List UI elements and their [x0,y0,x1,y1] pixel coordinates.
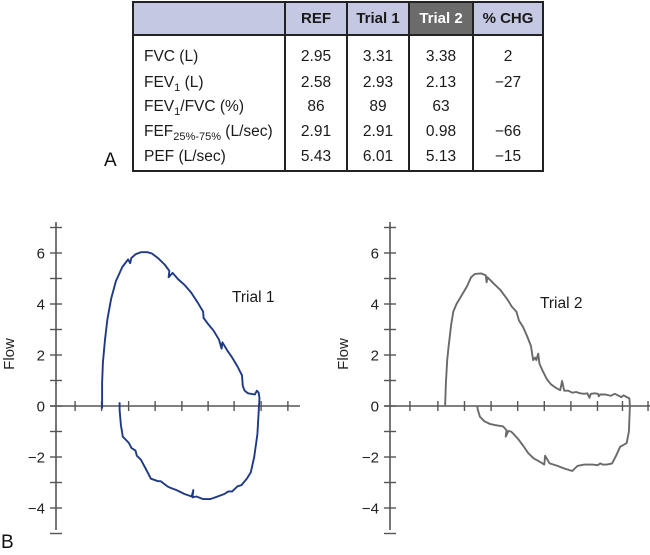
row-label-main: FEF [144,123,174,141]
header-trial-1: Trial 1 [346,3,409,36]
trial-1-value: 89 [346,95,409,121]
header-ref: REF [284,3,347,36]
panel-b-label: B [1,532,14,553]
row-label-subscript: 25%-75% [173,131,221,144]
spirometry-table: REF Trial 1 Trial 2 % CHG FVC (L) 2.95 3.3… [132,1,544,172]
table-row: FEV1 (L) 2.58 2.93 2.13 −27 [134,70,542,96]
trial-1-value: 6.01 [346,145,409,170]
row-label-main: FEV [144,73,175,91]
trial-1-y-tick-label: −4 [28,501,45,518]
table-row: FEV1/FVC (%) 86 89 63 [134,95,542,121]
trial-2-value: 5.13 [408,145,473,170]
table-row: FEF25%-75% (L/sec) 2.91 2.91 0.98 −66 [134,120,542,146]
pct-change-value: −27 [472,70,542,96]
pct-change-value: 2 [472,35,542,71]
trial-2-y-axis-title: Flow [335,338,352,370]
header-pct-change: % CHG [472,3,542,36]
pct-change-value [472,95,542,121]
trial-2-y-tick-label: −2 [362,450,379,467]
row-label: PEF (L/sec) [134,145,285,170]
trial-2-y-tick-label: 2 [371,348,379,365]
trial-1-y-tick-label: 4 [37,297,45,314]
trial-2-series-label: Trial 2 [540,295,583,312]
trial-1-flow-volume-curve [101,251,261,501]
trial-1-y-axis-title: Flow [1,338,18,370]
pct-change-value: −66 [472,120,542,146]
trial-1-y-tick-label: 6 [37,246,45,263]
trial-2-value: 0.98 [408,120,473,146]
table-row: PEF (L/sec) 5.43 6.01 5.13 −15 [134,145,542,170]
row-label-subscript: 1 [174,106,181,119]
ref-value: 86 [284,95,347,121]
row-label-rest: /FVC (%) [180,98,244,116]
ref-value: 2.91 [284,120,347,146]
panel-a-label: A [104,150,117,171]
trial-2-y-tick-label: 4 [371,297,379,314]
trial-1-value: 2.93 [346,70,409,96]
ref-value: 2.58 [284,70,347,96]
trial-2-y-tick-label: 0 [371,399,379,416]
trial-2-value: 2.13 [408,70,473,96]
pct-change-value: −15 [472,145,542,170]
trial-2-value: 63 [408,95,473,121]
row-label-rest: (L) [180,73,204,91]
trial-2-flow-volume-curve [444,272,631,472]
row-label-subscript: 1 [174,81,181,94]
table-header-row: REF Trial 1 Trial 2 % CHG [134,3,542,36]
row-label: FEV1/FVC (%) [134,95,285,120]
row-label: FEV1 (L) [134,71,285,96]
header-blank [134,3,285,36]
row-label: FVC (L) [134,35,285,71]
table-row: FVC (L) 2.95 3.31 3.38 2 [134,35,542,71]
trial-1-series-label: Trial 1 [232,289,275,306]
ref-value: 2.95 [284,35,347,71]
trial-1-value: 2.91 [346,120,409,146]
header-trial-2: Trial 2 [408,3,473,36]
trial-2-value: 3.38 [408,35,473,71]
ref-value: 5.43 [284,145,347,170]
row-label-main: PEF (L/sec) [144,148,226,166]
trial-1-y-tick-label: −2 [28,450,45,467]
row-label: FEF25%-75% (L/sec) [134,120,285,145]
row-label-main: FVC (L) [144,48,199,65]
trial-1-y-tick-label: 2 [37,348,45,365]
row-label-main: FEV [144,98,175,116]
trial-1-value: 3.31 [346,35,409,71]
trial-1-y-tick-label: 0 [37,399,45,416]
row-label-rest: (L/sec) [220,123,273,141]
trial-2-y-tick-label: 6 [371,246,379,263]
trial-2-y-tick-label: −4 [362,501,379,518]
